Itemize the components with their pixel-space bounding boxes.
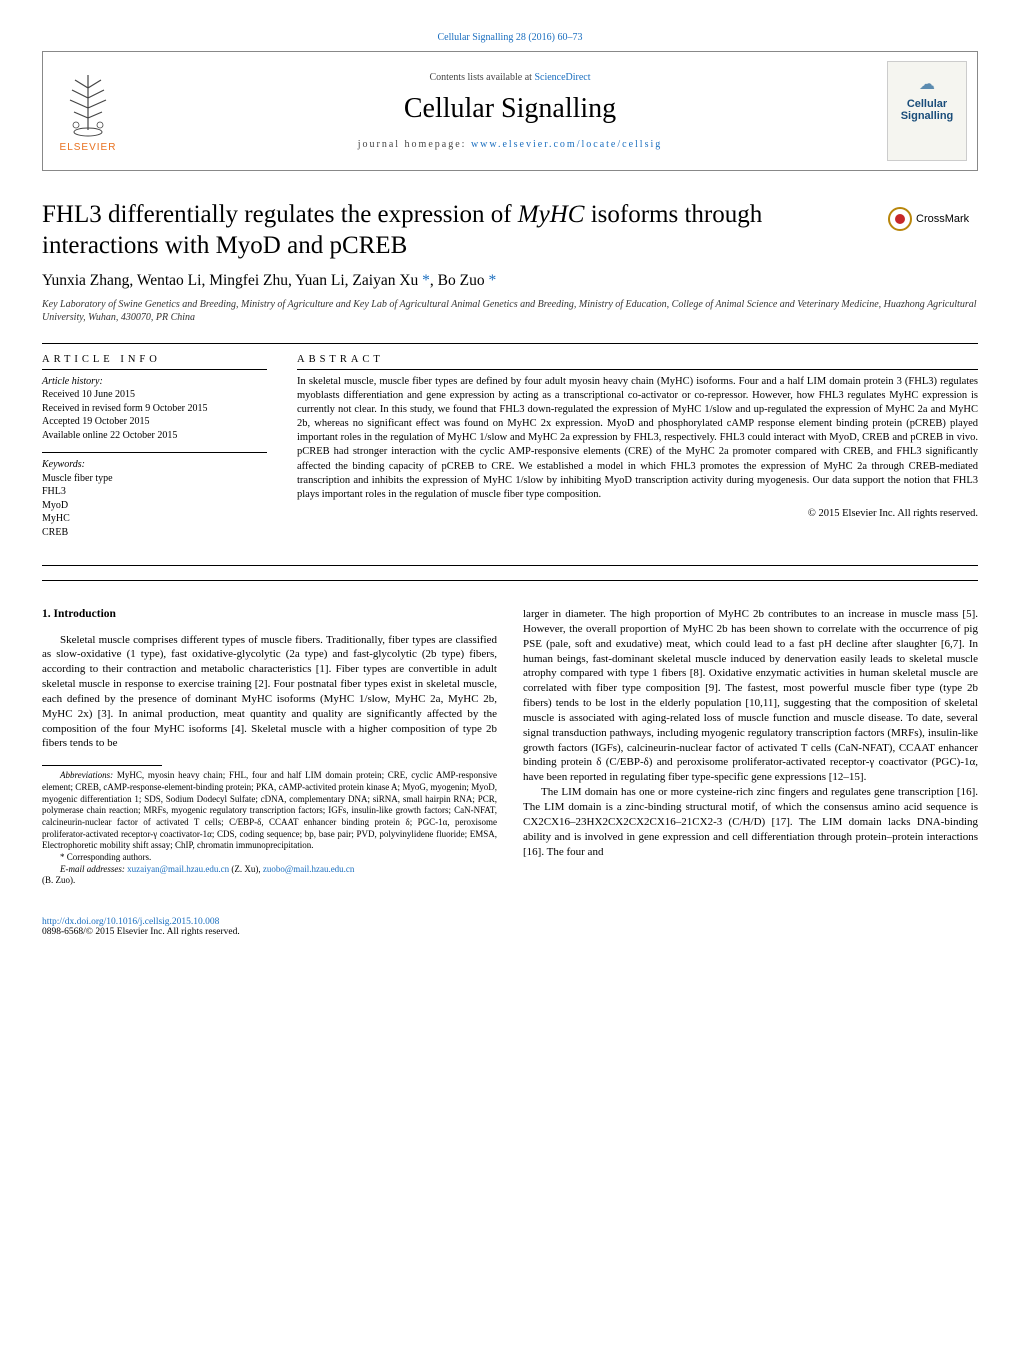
email-link-1[interactable]: xuzaiyan@mail.hzau.edu.cn (127, 864, 229, 874)
email2-who: (B. Zuo). (42, 875, 75, 885)
copyright: © 2015 Elsevier Inc. All rights reserved… (297, 508, 978, 519)
doi-link[interactable]: http://dx.doi.org/10.1016/j.cellsig.2015… (42, 917, 219, 927)
crossmark-circle-icon (888, 207, 912, 231)
history-revised: Received in revised form 9 October 2015 (42, 402, 267, 416)
homepage-line: journal homepage: www.elsevier.com/locat… (133, 139, 887, 150)
history-online: Available online 22 October 2015 (42, 429, 267, 443)
elsevier-logo: ELSEVIER (43, 70, 133, 153)
article-history: Article history: Received 10 June 2015 R… (42, 375, 267, 443)
email-label: E-mail addresses: (60, 864, 127, 874)
title-row: FHL3 differentially regulates the expres… (42, 199, 978, 262)
journal-reference: Cellular Signalling 28 (2016) 60–73 (42, 32, 978, 43)
journal-cover: ☁ Cellular Signalling (887, 61, 967, 161)
header-center: Contents lists available at ScienceDirec… (133, 72, 887, 150)
history-received: Received 10 June 2015 (42, 388, 267, 402)
title-part-1: FHL3 differentially regulates the expres… (42, 201, 518, 228)
abstract-heading: ABSTRACT (297, 354, 978, 365)
affiliation: Key Laboratory of Swine Genetics and Bre… (42, 298, 978, 325)
keyword-2: MyoD (42, 499, 267, 513)
keyword-0: Muscle fiber type (42, 472, 267, 486)
body-columns: 1. Introduction Skeletal muscle comprise… (42, 607, 978, 887)
keyword-3: MyHC (42, 512, 267, 526)
keyword-1: FHL3 (42, 485, 267, 499)
corresponding-note: * Corresponding authors. (42, 852, 497, 864)
info-abstract-row: ARTICLE INFO Article history: Received 1… (42, 354, 978, 550)
column-right: larger in diameter. The high proportion … (523, 607, 978, 887)
abstract: ABSTRACT In skeletal muscle, muscle fibe… (297, 354, 978, 550)
authors-part-2: , Bo Zuo (430, 272, 489, 289)
corr-star-1[interactable]: * (422, 272, 430, 289)
full-rule (42, 580, 978, 581)
article-info-heading: ARTICLE INFO (42, 354, 267, 365)
authors: Yunxia Zhang, Wentao Li, Mingfei Zhu, Yu… (42, 272, 978, 290)
abbrev-label: Abbreviations: (60, 770, 113, 780)
footer: http://dx.doi.org/10.1016/j.cellsig.2015… (42, 917, 978, 937)
keyword-4: CREB (42, 526, 267, 540)
cover-title-1: Cellular (907, 98, 947, 110)
article-title: FHL3 differentially regulates the expres… (42, 199, 868, 262)
keywords-label: Keywords: (42, 458, 267, 472)
journal-header: ELSEVIER Contents lists available at Sci… (42, 51, 978, 171)
column-left: 1. Introduction Skeletal muscle comprise… (42, 607, 497, 887)
history-label: Article history: (42, 375, 267, 389)
divider-top (42, 343, 978, 344)
abstract-text: In skeletal muscle, muscle fiber types a… (297, 375, 978, 503)
elsevier-text: ELSEVIER (60, 142, 117, 153)
issn-line: 0898-6568/© 2015 Elsevier Inc. All right… (42, 927, 978, 937)
divider-mid (42, 565, 978, 566)
footnote-rule (42, 765, 162, 766)
homepage-prefix: journal homepage: (358, 139, 471, 150)
crossmark-badge[interactable]: CrossMark (888, 207, 978, 231)
email-link-2[interactable]: zuobo@mail.hzau.edu.cn (263, 864, 355, 874)
article-info: ARTICLE INFO Article history: Received 1… (42, 354, 267, 550)
sciencedirect-link[interactable]: ScienceDirect (534, 72, 590, 83)
contents-line: Contents lists available at ScienceDirec… (133, 72, 887, 83)
homepage-link[interactable]: www.elsevier.com/locate/cellsig (471, 139, 662, 150)
intro-heading: 1. Introduction (42, 607, 497, 623)
history-accepted: Accepted 19 October 2015 (42, 415, 267, 429)
elsevier-tree-icon (60, 70, 116, 140)
cover-title-2: Signalling (901, 110, 954, 122)
journal-title: Cellular Signalling (133, 93, 887, 125)
email1-who: (Z. Xu), (229, 864, 263, 874)
abbrev-text: MyHC, myosin heavy chain; FHL, four and … (42, 770, 497, 850)
title-italic: MyHC (518, 201, 585, 228)
authors-part-1: Yunxia Zhang, Wentao Li, Mingfei Zhu, Yu… (42, 272, 422, 289)
col2-para-2: The LIM domain has one or more cysteine-… (523, 785, 978, 859)
crossmark-text: CrossMark (916, 213, 969, 225)
journal-ref-link[interactable]: Cellular Signalling 28 (2016) 60–73 (438, 32, 583, 43)
keywords-block: Keywords: Muscle fiber type FHL3 MyoD My… (42, 458, 267, 539)
col1-para-1: Skeletal muscle comprises different type… (42, 633, 497, 752)
cover-icon: ☁ (919, 74, 935, 94)
col2-para-1: larger in diameter. The high proportion … (523, 607, 978, 785)
contents-prefix: Contents lists available at (429, 72, 534, 83)
corr-star-2[interactable]: * (488, 272, 496, 289)
footnotes: Abbreviations: MyHC, myosin heavy chain;… (42, 770, 497, 887)
